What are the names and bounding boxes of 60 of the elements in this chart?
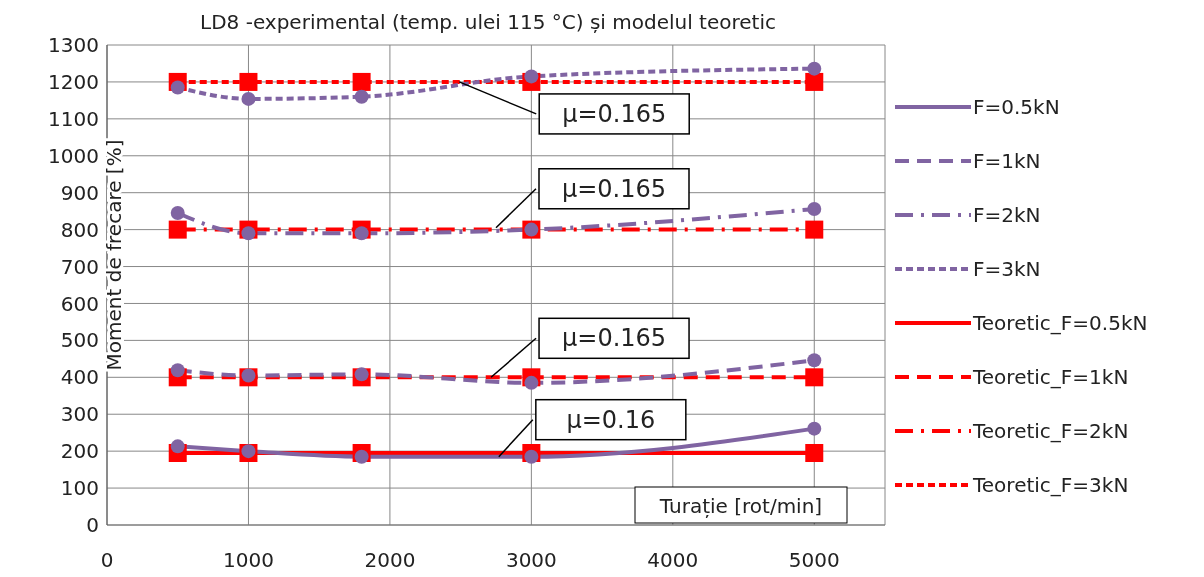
annotation: μ=0.165 <box>562 324 667 353</box>
y-tick-label: 200 <box>60 439 99 464</box>
point <box>170 80 185 95</box>
legend-label: Teoretic_F=2kN <box>973 419 1129 443</box>
point <box>524 69 539 84</box>
legend-label: Teoretic_F=3kN <box>973 473 1129 497</box>
point <box>170 439 185 454</box>
x-tick-label: 2000 <box>364 548 416 572</box>
y-tick-label: 300 <box>60 402 99 427</box>
x-tick-label: 3000 <box>505 548 557 572</box>
legend-label: F=1kN <box>973 149 1041 173</box>
point <box>241 226 256 241</box>
x-tick-label: 5000 <box>788 548 840 572</box>
y-tick-label: 600 <box>60 291 99 316</box>
y-tick-label: 800 <box>60 217 99 242</box>
x-tick-label: 4000 <box>647 548 699 572</box>
y-tick-label: 0 <box>86 513 99 538</box>
point <box>354 89 369 104</box>
y-tick-label: 900 <box>60 180 99 205</box>
y-tick-label: 500 <box>60 328 99 353</box>
annotation: μ=0.165 <box>562 99 667 128</box>
point <box>354 226 369 241</box>
y-axis-title: Moment de frecare [%] <box>102 139 126 371</box>
point <box>354 367 369 382</box>
legend-label: F=0.5kN <box>973 95 1060 119</box>
y-tick-label: 1000 <box>48 143 99 168</box>
point <box>805 72 824 91</box>
annotation: μ=0.165 <box>561 174 667 203</box>
point <box>241 368 256 383</box>
point <box>807 353 822 368</box>
legend-label: Teoretic_F=0.5kN <box>973 311 1148 335</box>
x-axis-title: Turație [rot/min] <box>658 494 823 518</box>
y-tick-label: 100 <box>60 476 99 501</box>
chart-title: LD8 -experimental (temp. ulei 115 °C) și modelul teoretic <box>199 10 777 34</box>
point <box>807 421 822 436</box>
legend-label: Teoretic_F=1kN <box>973 365 1129 389</box>
point <box>807 61 822 76</box>
point <box>805 444 824 462</box>
point <box>524 449 539 464</box>
point <box>170 206 185 220</box>
point <box>241 91 256 106</box>
y-tick-label: 700 <box>60 254 99 279</box>
point <box>807 201 822 216</box>
point <box>352 72 371 91</box>
annotation: μ=0.16 <box>566 405 656 434</box>
point <box>170 363 185 378</box>
point <box>805 220 824 239</box>
y-tick-label: 1100 <box>48 106 99 131</box>
y-tick-label: 1300 <box>48 33 99 58</box>
point <box>354 449 369 464</box>
point <box>805 368 824 387</box>
x-tick-label: 0 <box>100 548 114 572</box>
y-tick-label: 400 <box>60 365 99 390</box>
legend-label: F=3kN <box>973 257 1041 281</box>
point <box>239 72 258 91</box>
point <box>524 375 539 390</box>
x-tick-label: 1000 <box>223 548 274 572</box>
point <box>168 220 187 239</box>
legend-label: F=2kN <box>973 203 1041 227</box>
y-tick-label: 1200 <box>48 70 99 95</box>
